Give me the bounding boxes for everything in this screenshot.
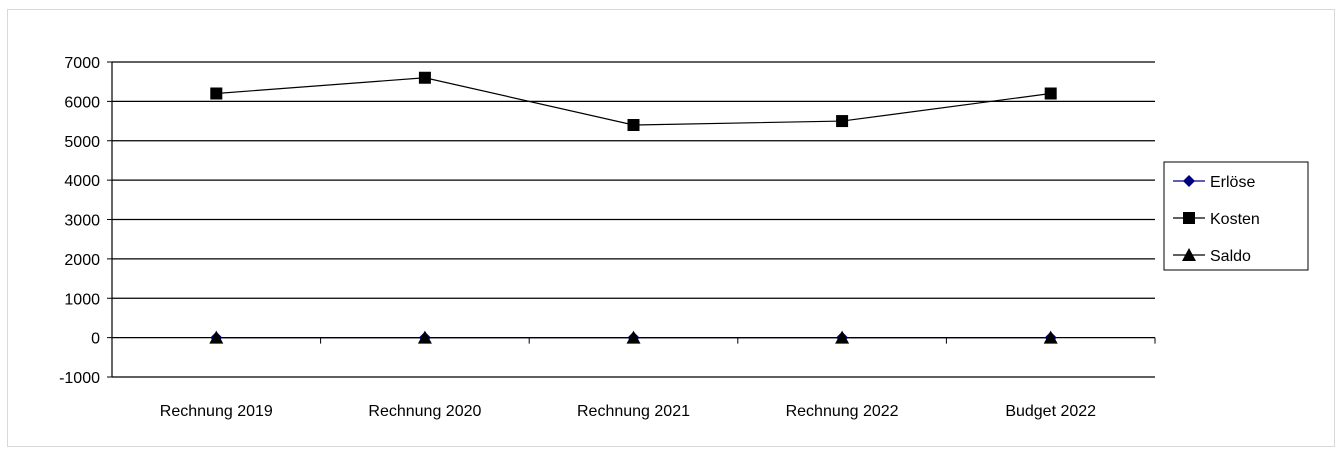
y-tick-label: -1000 [59, 370, 100, 387]
legend-label: Saldo [1210, 248, 1251, 265]
x-tick-label: Budget 2022 [1005, 403, 1096, 420]
legend-marker [1182, 248, 1196, 261]
y-tick-label: 5000 [64, 134, 100, 151]
x-axis-ticks: Rechnung 2019 Rechnung 2020 Rechnung 2021 R… [111, 337, 1156, 420]
legend-label: Erlöse [1210, 174, 1255, 191]
legend-item: Saldo [1173, 248, 1251, 265]
data-point [1043, 330, 1058, 344]
y-tick-label: 7000 [64, 55, 100, 72]
y-tick-label: 6000 [64, 94, 100, 111]
chart-frame [7, 9, 1335, 447]
y-tick-label: 2000 [64, 252, 100, 269]
x-tick-label: Rechnung 2021 [577, 403, 690, 420]
data-point [626, 330, 641, 344]
y-axis-ticks: 7000 6000 5000 4000 3000 2000 1000 0 -1000 [59, 55, 112, 387]
data-point [836, 115, 849, 128]
legend-marker [1183, 175, 1195, 187]
data-point [210, 87, 223, 100]
series-layer [209, 71, 1058, 344]
data-point [835, 330, 850, 344]
data-point [418, 71, 431, 84]
data-point [209, 330, 224, 344]
gridlines [112, 61, 1155, 378]
y-tick-label: 0 [91, 331, 100, 348]
series-square [210, 71, 1057, 131]
data-point [1044, 87, 1057, 100]
legend-marker [1183, 212, 1195, 224]
legend-label: Kosten [1210, 211, 1260, 228]
x-tick-label: Rechnung 2020 [368, 403, 481, 420]
legend-item: Erlöse [1173, 174, 1255, 191]
data-point [417, 330, 432, 344]
y-tick-label: 1000 [64, 291, 100, 308]
x-tick-label: Rechnung 2019 [160, 403, 273, 420]
series-triangle [209, 330, 1058, 344]
y-tick-label: 3000 [64, 213, 100, 230]
data-point [627, 119, 640, 131]
y-tick-label: 4000 [64, 173, 100, 190]
legend-item: Kosten [1173, 211, 1260, 228]
x-tick-label: Rechnung 2022 [786, 403, 899, 420]
legend: Erlöse Kosten Saldo [1163, 161, 1309, 271]
